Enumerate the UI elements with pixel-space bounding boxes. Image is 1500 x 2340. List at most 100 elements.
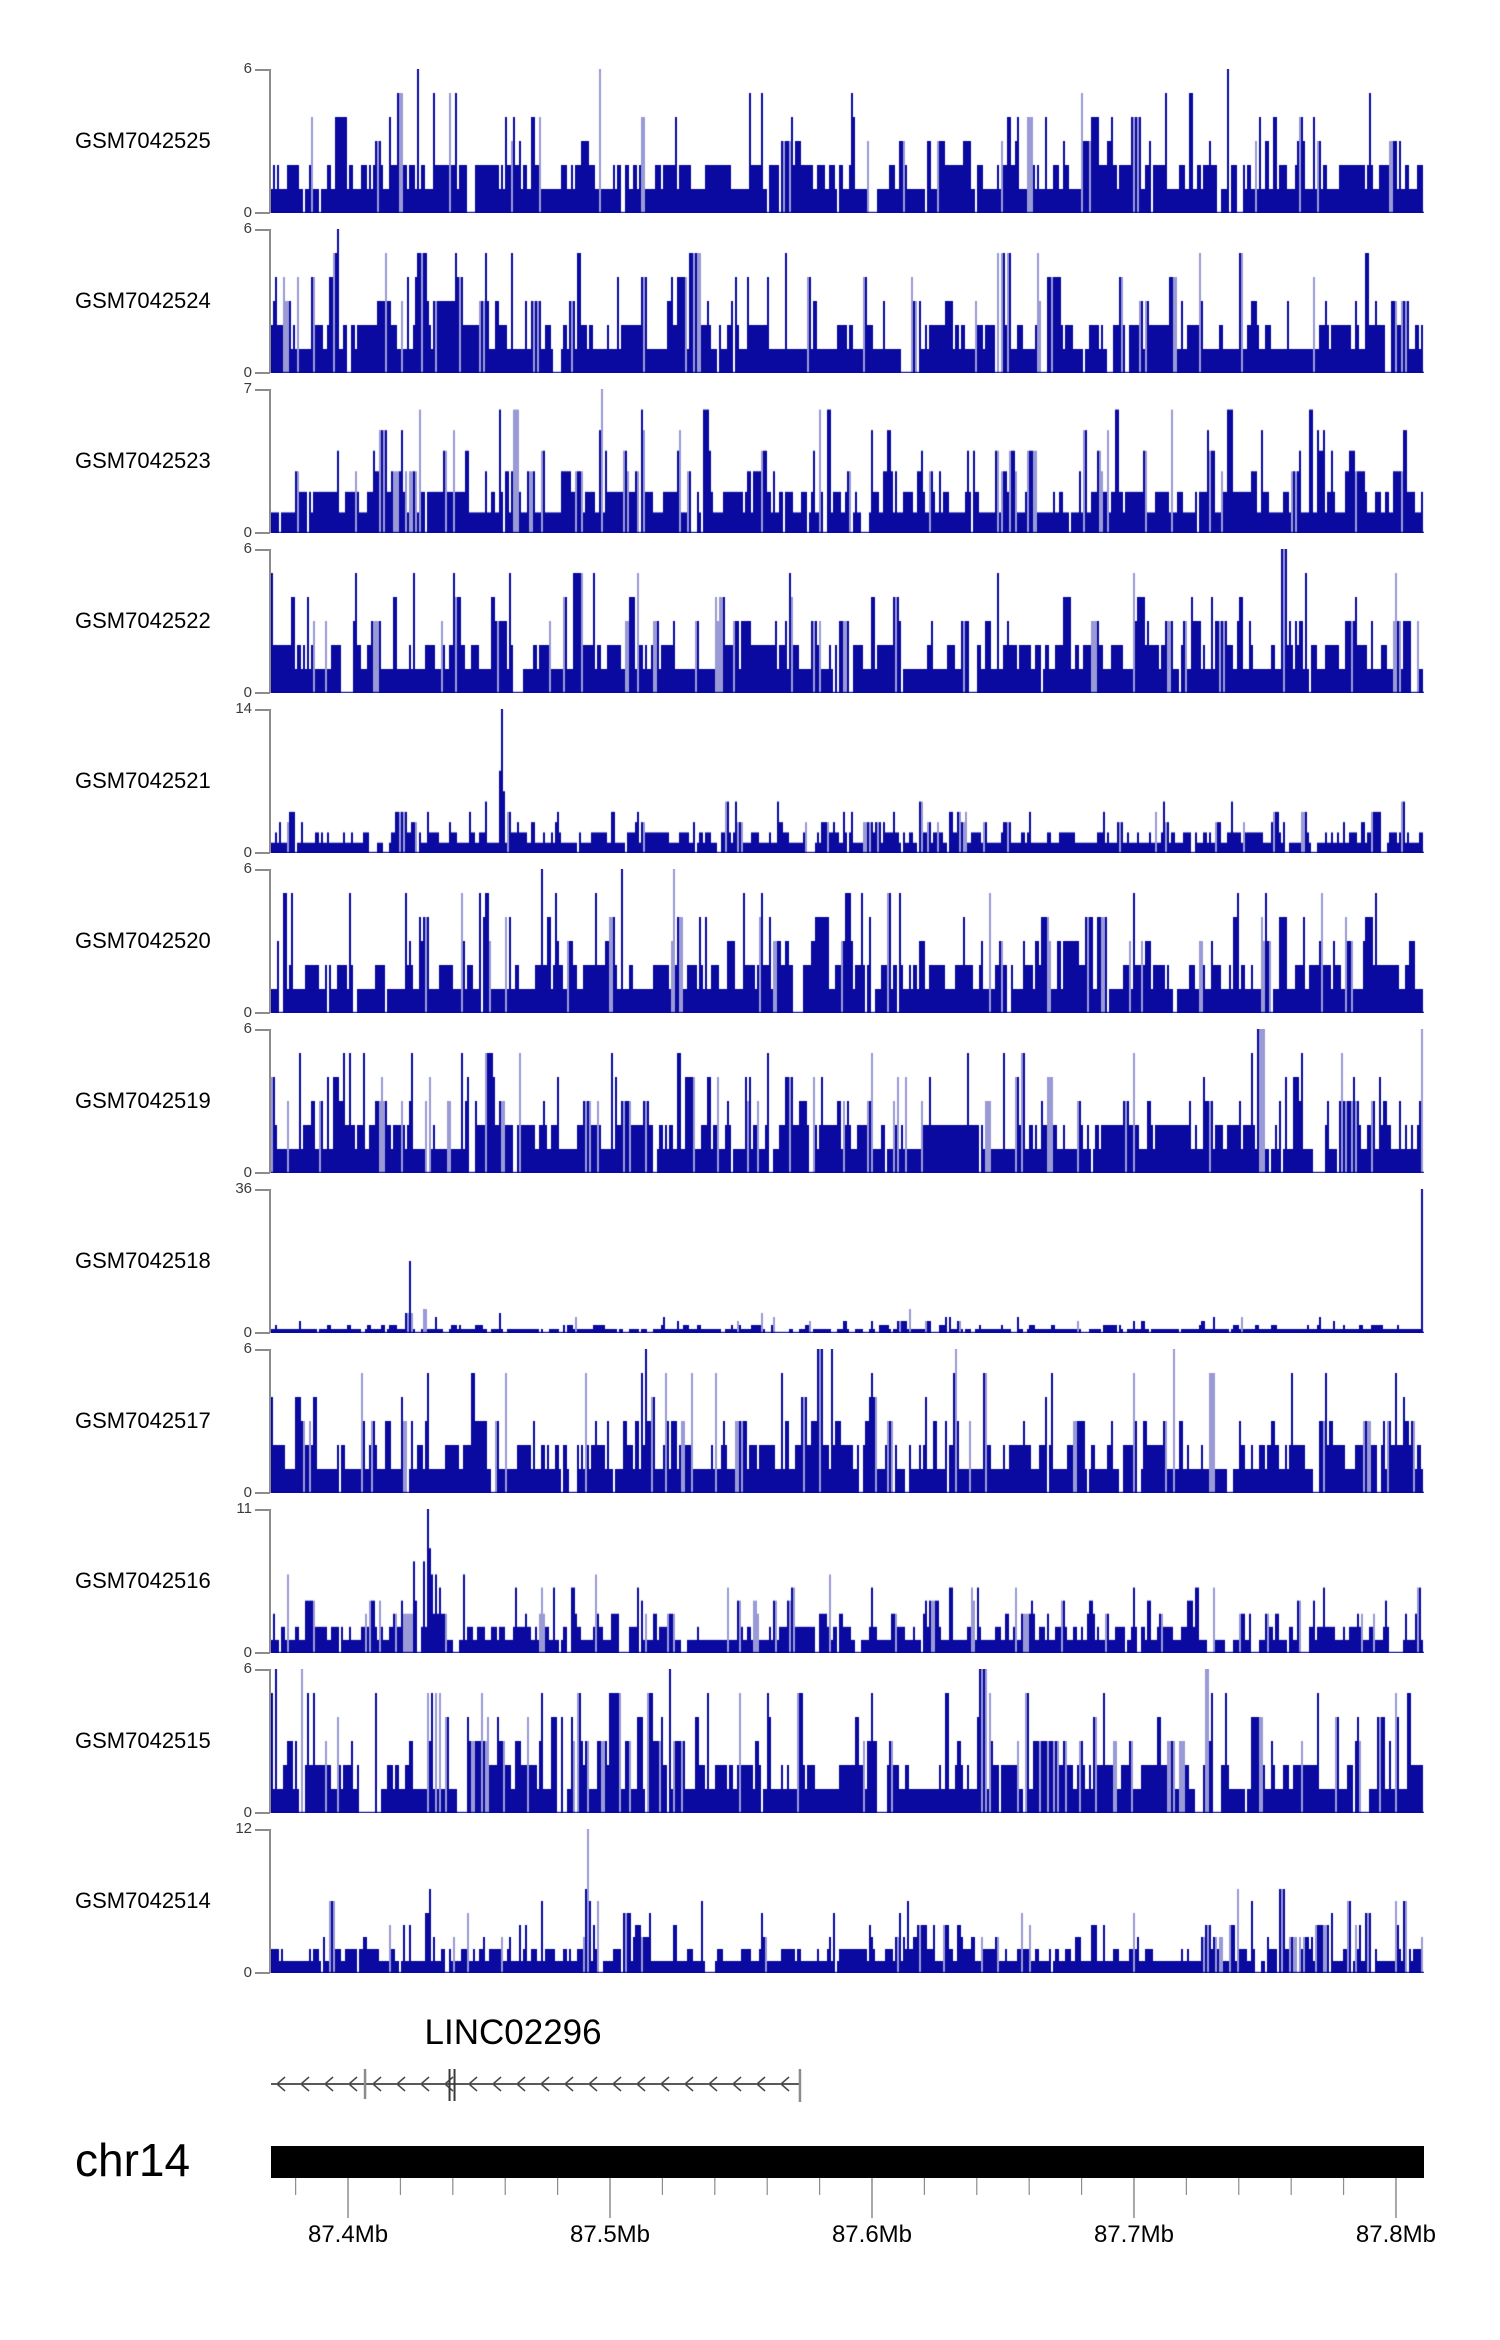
track-row: GSM7042520 6 0 <box>0 860 1500 1029</box>
track-ymin-label: 0 <box>243 1964 252 1981</box>
track-label: GSM7042523 <box>75 448 211 473</box>
y-axis-top-tick <box>255 709 270 711</box>
track-label: GSM7042521 <box>75 768 211 793</box>
track-row: GSM7042514 12 0 <box>0 1820 1500 1989</box>
track-label: GSM7042519 <box>75 1088 211 1113</box>
coverage-signal-canvas <box>271 709 1424 853</box>
track-row: GSM7042524 6 0 <box>0 220 1500 389</box>
y-axis-line <box>269 869 271 1013</box>
strand-direction-chevron-icon <box>515 2076 526 2092</box>
track-label: GSM7042518 <box>75 1248 211 1273</box>
y-axis-line <box>269 389 271 533</box>
y-axis-zero-tick <box>255 531 270 534</box>
track-row: GSM7042518 36 0 <box>0 1180 1500 1349</box>
track-row: GSM7042517 6 0 <box>0 1340 1500 1509</box>
track-ymax-label: 6 <box>243 860 252 877</box>
track-ymin-label: 0 <box>243 524 252 541</box>
track-ymax-label: 6 <box>243 540 252 557</box>
y-axis-top-tick <box>255 549 270 551</box>
strand-direction-chevron-icon <box>371 2076 382 2092</box>
track-row: GSM7042515 6 0 <box>0 1660 1500 1829</box>
strand-direction-chevron-icon <box>563 2076 574 2092</box>
track-row: GSM7042522 6 0 <box>0 540 1500 709</box>
y-axis-zero-tick <box>255 1011 270 1014</box>
axis-tick-label: 87.4Mb <box>307 2221 389 2248</box>
coverage-signal-canvas <box>271 1189 1424 1333</box>
strand-direction-chevron-icon <box>611 2076 622 2092</box>
strand-direction-chevron-icon <box>731 2076 742 2092</box>
y-axis-zero-tick <box>255 1651 270 1654</box>
y-axis-zero-tick <box>255 211 270 214</box>
y-axis-zero-tick <box>255 1171 270 1174</box>
y-axis-top-tick <box>255 1669 270 1671</box>
strand-direction-chevron-icon <box>323 2076 334 2092</box>
axis-tick-label: 87.6Mb <box>831 2221 913 2248</box>
chromosome-label: chr14 <box>75 2134 191 2186</box>
track-ymin-label: 0 <box>243 1324 252 1341</box>
coverage-signal-canvas <box>271 1669 1424 1813</box>
y-axis-line <box>269 709 271 853</box>
strand-direction-chevron-icon <box>755 2076 766 2092</box>
coverage-signal-canvas <box>271 1349 1424 1493</box>
track-ymax-label: 6 <box>243 220 252 237</box>
strand-direction-chevron-icon <box>395 2076 406 2092</box>
y-axis-line <box>269 1189 271 1333</box>
strand-direction-chevron-icon <box>707 2076 718 2092</box>
track-label: GSM7042516 <box>75 1568 211 1593</box>
track-ymin-label: 0 <box>243 204 252 221</box>
y-axis-line <box>269 1669 271 1813</box>
track-row: GSM7042521 14 0 <box>0 700 1500 869</box>
track-ymax-label: 6 <box>243 1020 252 1037</box>
coverage-signal-canvas <box>271 1029 1424 1173</box>
genomic-axis-ticks <box>295 2178 1397 2218</box>
strand-direction-chevron-icon <box>659 2076 670 2092</box>
track-ymax-label: 6 <box>243 1340 252 1357</box>
track-ymin-label: 0 <box>243 364 252 381</box>
y-axis-top-tick <box>255 1189 270 1191</box>
strand-direction-chevron-icon <box>683 2076 694 2092</box>
strand-direction-chevron-icon <box>587 2076 598 2092</box>
coverage-signal-canvas <box>271 69 1424 213</box>
track-ymax-label: 14 <box>235 700 252 717</box>
track-label: GSM7042524 <box>75 288 211 313</box>
y-axis-top-tick <box>255 389 270 391</box>
track-label: GSM7042525 <box>75 128 211 153</box>
track-label: GSM7042514 <box>75 1888 211 1913</box>
strand-direction-chevron-icon <box>539 2076 550 2092</box>
coverage-signal-canvas <box>271 229 1424 373</box>
track-label: GSM7042517 <box>75 1408 211 1433</box>
track-ymax-label: 36 <box>235 1180 252 1197</box>
track-row: GSM7042525 6 0 <box>0 60 1500 229</box>
y-axis-top-tick <box>255 869 270 871</box>
track-ymin-label: 0 <box>243 844 252 861</box>
coverage-signal-canvas <box>271 869 1424 1013</box>
y-axis-line <box>269 1029 271 1173</box>
y-axis-zero-tick <box>255 1491 270 1494</box>
track-label: GSM7042520 <box>75 928 211 953</box>
y-axis-zero-tick <box>255 851 270 854</box>
coverage-signal-canvas <box>271 549 1424 693</box>
gene-label: LINC02296 <box>424 2013 602 2052</box>
y-axis-top-tick <box>255 229 270 231</box>
y-axis-line <box>269 1349 271 1493</box>
track-row: GSM7042519 6 0 <box>0 1020 1500 1189</box>
y-axis-line <box>269 1829 271 1973</box>
strand-direction-chevron-icon <box>275 2076 286 2092</box>
y-axis-top-tick <box>255 69 270 71</box>
track-ymax-label: 11 <box>236 1500 252 1517</box>
track-ymax-label: 12 <box>235 1820 252 1837</box>
y-axis-top-tick <box>255 1029 270 1031</box>
track-label: GSM7042515 <box>75 1728 211 1753</box>
axis-tick-label: 87.7Mb <box>1093 2221 1174 2248</box>
track-ymin-label: 0 <box>243 1804 252 1821</box>
strand-direction-chevron-icon <box>635 2076 646 2092</box>
track-ymax-label: 7 <box>243 380 252 397</box>
y-axis-line <box>269 1509 271 1653</box>
track-ymin-label: 0 <box>243 684 252 701</box>
strand-direction-chevron-icon <box>299 2076 310 2092</box>
axis-tick-label: 87.5Mb <box>569 2221 651 2248</box>
strand-direction-chevron-icon <box>467 2076 478 2092</box>
strand-direction-chevron-icon <box>491 2076 502 2092</box>
y-axis-top-tick <box>255 1829 270 1831</box>
